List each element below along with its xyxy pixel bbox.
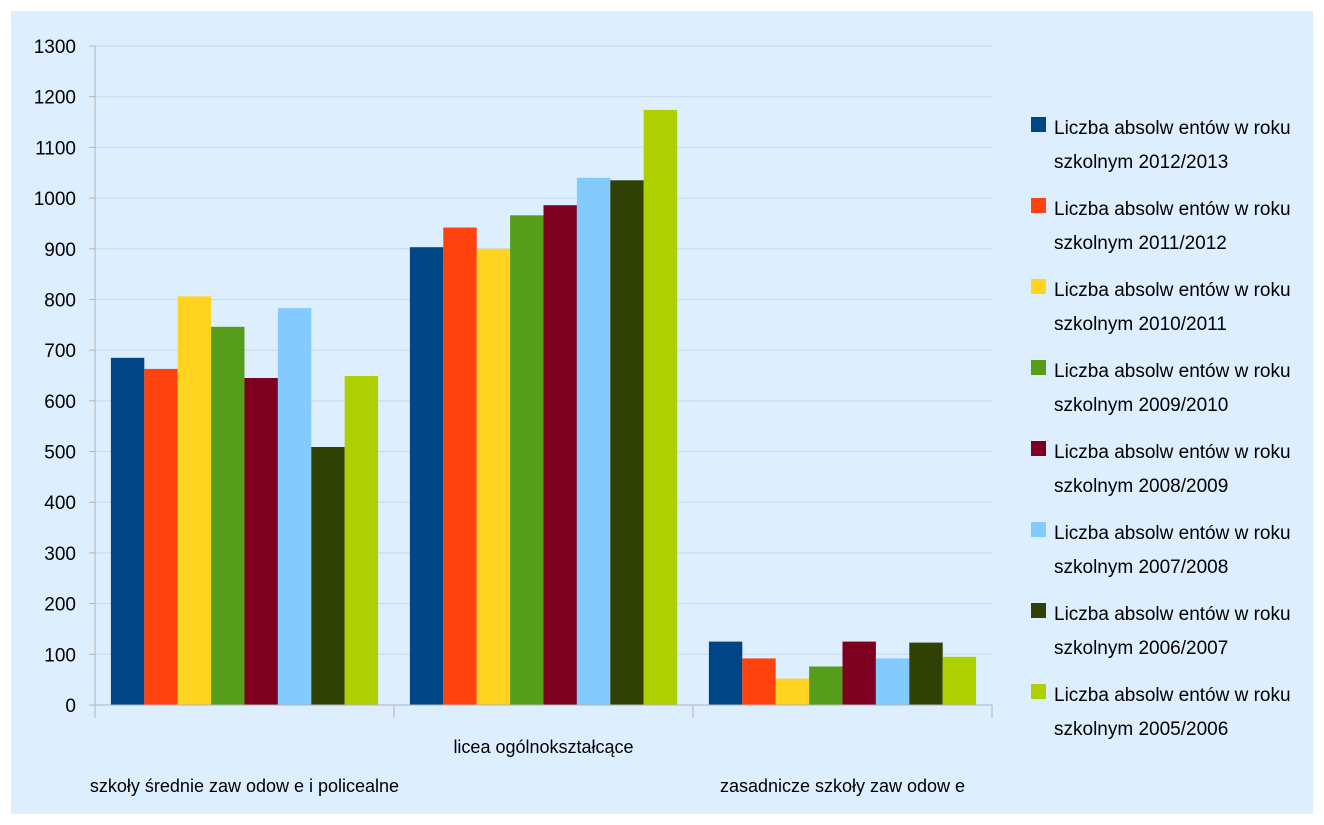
bars-layer: [110, 109, 977, 706]
legend-swatch: [1031, 117, 1046, 132]
legend-label-line2: szkolnym 2006/2007: [1054, 638, 1228, 659]
y-tick-label: 300: [44, 544, 76, 565]
y-tick-label: 1100: [35, 138, 76, 159]
y-tick-label: 600: [44, 392, 76, 413]
legend-swatch: [1031, 522, 1046, 537]
bar: [110, 357, 145, 705]
bar: [610, 180, 644, 706]
legend-label-line1: Liczba absolw entów w roku: [1054, 523, 1291, 544]
legend-label-line1: Liczba absolw entów w roku: [1054, 118, 1291, 139]
bar: [942, 656, 977, 705]
legend-swatch: [1031, 279, 1046, 294]
bar: [909, 642, 943, 705]
legend-label-line1: Liczba absolw entów w roku: [1054, 604, 1291, 625]
legend-swatch: [1031, 684, 1046, 699]
bar: [177, 296, 212, 705]
legend-label-line2: szkolnym 2007/2008: [1054, 557, 1228, 578]
y-tick-label: 800: [44, 290, 76, 311]
legend-label-line2: szkolnym 2012/2013: [1054, 152, 1228, 173]
bar: [643, 109, 678, 705]
legend-label-line2: szkolnym 2011/2012: [1054, 233, 1227, 254]
legend-label-line1: Liczba absolw entów w roku: [1054, 442, 1291, 463]
axis-layer: 0 100 200 300 400 500 600 700 800 900 1000 1100 1200…: [34, 37, 993, 796]
bar: [244, 378, 278, 705]
legend-label-line1: Liczba absolw entów w roku: [1054, 199, 1291, 220]
y-tick-label: 1000: [34, 189, 76, 210]
x-category-label: licea ogólnokształcące: [453, 737, 633, 757]
bar: [842, 641, 876, 705]
bar: [809, 666, 843, 705]
y-tick-label: 400: [44, 493, 76, 514]
bar: [443, 227, 477, 705]
bar: [543, 205, 577, 705]
bar: [875, 658, 910, 705]
bar: [277, 308, 312, 705]
legend-label-line2: szkolnym 2009/2010: [1054, 395, 1228, 416]
bar: [742, 658, 776, 705]
x-category-label: zasadnicze szkoły zaw odow e: [720, 776, 965, 796]
y-tick-label: 500: [44, 443, 76, 464]
y-tick-label: 1200: [34, 88, 76, 109]
bar: [311, 447, 345, 705]
bar: [775, 678, 810, 705]
legend-label-line2: szkolnym 2005/2006: [1054, 719, 1228, 740]
y-tick-label: 100: [44, 645, 76, 666]
legend-label-line2: szkolnym 2010/2011: [1054, 314, 1227, 335]
bar: [510, 215, 544, 706]
bar: [409, 247, 444, 705]
bar: [576, 177, 611, 706]
y-tick-label: 700: [44, 341, 76, 362]
legend-swatch: [1031, 441, 1046, 456]
bar: [708, 641, 743, 705]
y-tick-label: 0: [65, 696, 76, 717]
legend: Liczba absolw entów w roku szkolnym 2012/…: [1031, 117, 1291, 740]
bar: [211, 326, 245, 705]
y-tick-label: 900: [44, 240, 76, 261]
x-category-label: szkoły średnie zaw odow e i policealne: [90, 776, 399, 796]
legend-label-line1: Liczba absolw entów w roku: [1054, 361, 1291, 382]
bar: [144, 368, 178, 705]
legend-label-line2: szkolnym 2008/2009: [1054, 476, 1228, 497]
legend-swatch: [1031, 360, 1046, 375]
bar: [344, 376, 379, 705]
y-tick-label: 200: [44, 595, 76, 616]
bar: [476, 248, 511, 706]
y-tick-label: 1300: [34, 37, 76, 58]
legend-swatch: [1031, 198, 1046, 213]
legend-swatch: [1031, 603, 1046, 618]
legend-label-line1: Liczba absolw entów w roku: [1054, 280, 1291, 301]
legend-label-line1: Liczba absolw entów w roku: [1054, 685, 1291, 706]
